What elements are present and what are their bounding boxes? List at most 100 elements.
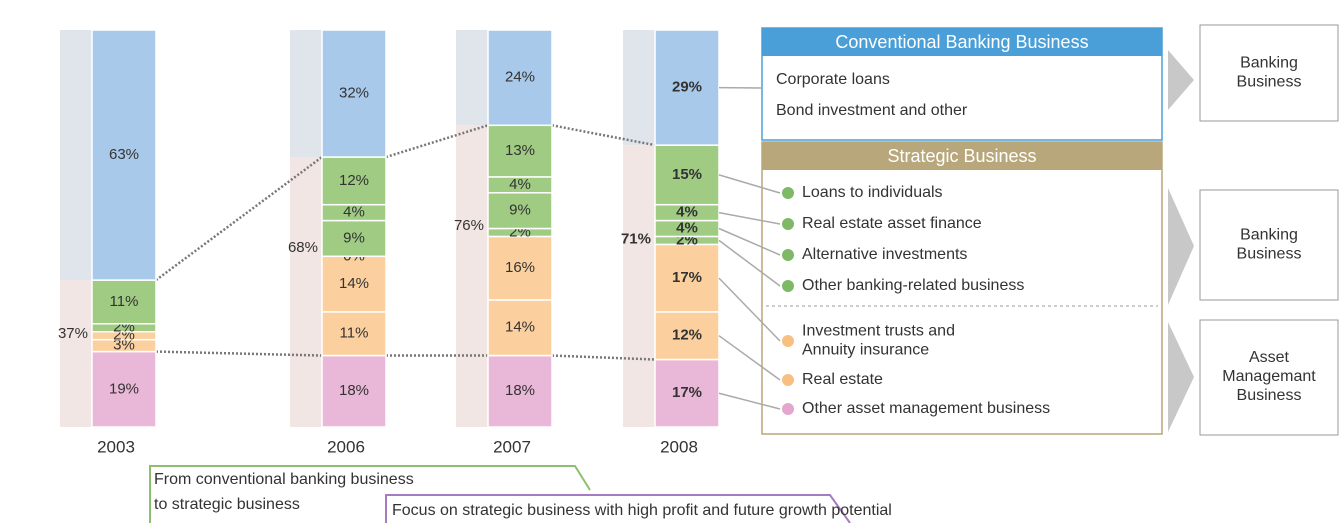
bar-segment (321, 219, 387, 258)
bar-segment (487, 299, 553, 357)
strategic-back-panel (623, 145, 655, 427)
business-box (1199, 189, 1339, 301)
bar-segment (487, 235, 553, 301)
bar-segment (91, 279, 157, 325)
strategic-header (762, 142, 1162, 170)
strategic-title: Strategic Business (887, 146, 1036, 166)
leader-line (718, 174, 781, 194)
dotted-connector (551, 124, 656, 147)
value-label: 14% (339, 275, 369, 292)
value-label: 16% (505, 259, 535, 276)
conventional-item: Bond investment and other (776, 102, 968, 119)
legend-marker (782, 280, 794, 292)
business-label: Banking Business (1237, 55, 1302, 91)
leader-line (718, 211, 781, 225)
value-label: 4% (676, 204, 698, 221)
bar-segment (654, 144, 720, 206)
leader-line (718, 392, 781, 410)
value-label: 13% (505, 142, 535, 159)
business-box (1199, 319, 1339, 436)
strategic-back-panel (290, 157, 322, 428)
value-label: 18% (505, 382, 535, 399)
conventional-back-panel (290, 30, 322, 158)
banner-1-frame (149, 465, 591, 523)
value-label: 32% (339, 84, 369, 101)
arrow (1168, 322, 1194, 432)
value-label: 63% (109, 146, 139, 163)
strategic-back-panel (60, 280, 92, 427)
value-label: 12% (339, 172, 369, 189)
dotted-connector (155, 156, 323, 282)
back-panels (60, 30, 655, 428)
legend-marker (782, 249, 794, 261)
bar-segment (321, 311, 387, 357)
bar-segment (487, 29, 553, 127)
legend-label: Other banking-related business (802, 277, 1024, 294)
connectors (155, 124, 656, 361)
business-box (1199, 24, 1339, 122)
bar-segment (321, 255, 387, 313)
value-label: 12% (672, 327, 702, 344)
conventional-header (762, 28, 1162, 56)
leader-line (718, 335, 781, 381)
legend-marker (782, 335, 794, 347)
bar-segment (654, 311, 720, 361)
legend-label: Real estate (802, 371, 883, 388)
leader-line (718, 227, 781, 256)
legend-label: Real estate asset finance (802, 215, 982, 232)
value-label: 4% (509, 176, 531, 193)
bar-segment (91, 29, 157, 281)
dotted-connector (385, 124, 489, 159)
legend-panel: Conventional Banking Business Corporate … (761, 24, 1339, 436)
legend-label: Other asset management business (802, 400, 1050, 417)
bar-segment (654, 243, 720, 313)
value-label: 24% (505, 69, 535, 86)
total-label: 37% (58, 325, 88, 342)
total-label: 76% (454, 217, 484, 234)
arrow (1168, 188, 1194, 305)
bar-segment (487, 354, 553, 428)
business-label: Banking Business (1237, 227, 1302, 263)
conventional-back-panel (60, 30, 92, 281)
business-label: Asset Managemant Business (1222, 349, 1316, 404)
value-label: 19% (109, 380, 139, 397)
strategic-box (761, 141, 1163, 435)
legend-label: Alternative investments (802, 246, 967, 263)
value-label: 11% (110, 293, 139, 310)
x-tick-label: 2003 (97, 437, 135, 456)
bar-segment (487, 124, 553, 178)
value-label: 17% (672, 384, 702, 401)
value-label: 14% (505, 319, 535, 336)
value-label: 15% (672, 166, 702, 183)
strategic-back-panel (456, 125, 488, 427)
legend-marker (782, 374, 794, 386)
legend-marker (782, 403, 794, 415)
banner-1-line: to strategic business (154, 496, 300, 513)
value-label: 9% (509, 202, 531, 219)
x-tick-label: 2008 (660, 437, 698, 456)
leader-line (718, 277, 781, 342)
value-label: 9% (343, 229, 365, 246)
dotted-connector (551, 354, 656, 361)
conventional-back-panel (623, 30, 655, 146)
leader-line (718, 239, 781, 287)
bar-segment (321, 156, 387, 206)
x-tick-label: 2006 (327, 437, 365, 456)
conventional-back-panel (456, 30, 488, 126)
value-label: 17% (672, 269, 702, 286)
conventional-title: Conventional Banking Business (835, 32, 1088, 52)
value-label: 3% (113, 337, 135, 354)
x-tick-label: 2007 (493, 437, 531, 456)
bar-segment (321, 29, 387, 158)
bar-segment (321, 354, 387, 428)
arrow (1168, 50, 1194, 110)
value-label: 4% (676, 219, 698, 236)
banner-1-line: From conventional banking business (154, 471, 414, 488)
value-label: 4% (343, 204, 365, 221)
legend-marker (782, 187, 794, 199)
legend-marker (782, 218, 794, 230)
bar-segment (654, 29, 720, 146)
banner-2: Focus on strategic business with high pr… (392, 502, 892, 519)
value-label: 29% (672, 79, 702, 96)
